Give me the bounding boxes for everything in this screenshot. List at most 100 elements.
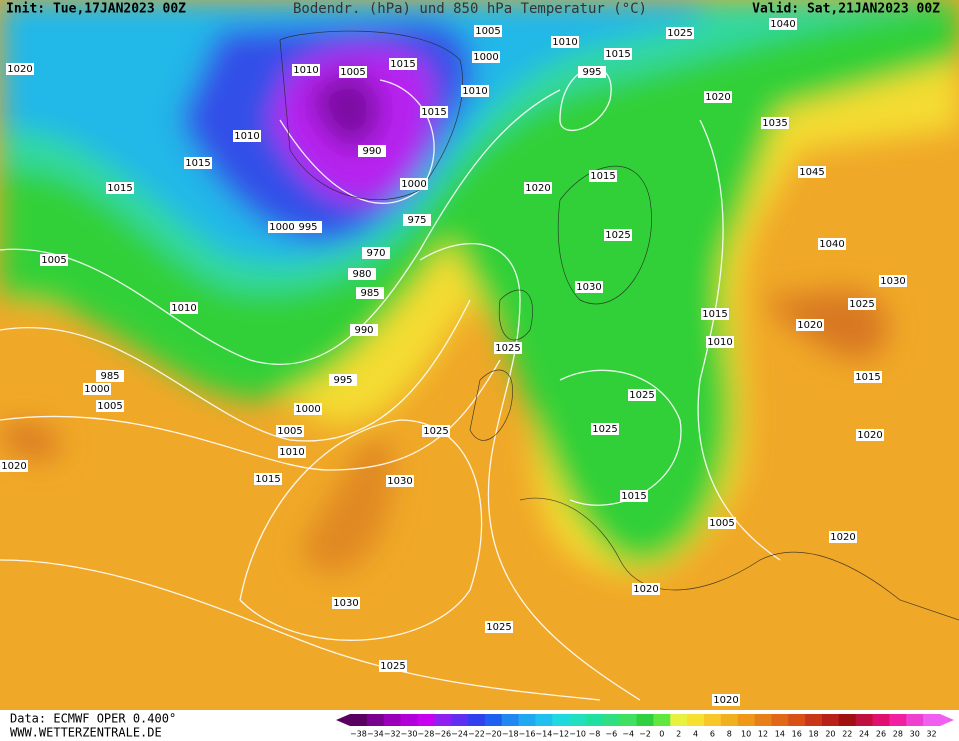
isobar-label-box [332,597,360,609]
colorbar-swatch [704,714,722,726]
isobar-label: 970 [366,248,385,259]
isobar-label-box [389,58,417,70]
isobar-label-box [620,490,648,502]
isobar-label-box [96,370,124,382]
isobar-label-box [472,51,500,63]
isobar-label: 985 [360,288,379,299]
colorbar-label: −32 [384,730,401,739]
isobar-label: 1030 [333,598,358,609]
colorbar-swatch [619,714,638,726]
isobar-label: 1020 [633,584,658,595]
colorbar-swatch [400,714,418,726]
colorbar-label: −10 [569,730,586,739]
isobar-label: 1010 [279,447,304,458]
colorbar-label: 32 [926,730,936,739]
colorbar-label: −30 [401,730,418,739]
colorbar-label: −18 [502,730,519,739]
colorbar-swatch [872,714,890,726]
colorbar-swatch [805,714,823,726]
colorbar-swatch [737,714,756,726]
isobar-label: 1020 [1,461,26,472]
isobar-label: 1025 [495,343,520,354]
isobar-label: 1015 [855,372,880,383]
colorbar-swatch [366,714,385,726]
isobar-label-box [461,85,489,97]
isobar-label-box [769,18,797,30]
isobar-label: 1000 [401,179,426,190]
isobar-label-box [170,302,198,314]
colorbar-label: 12 [758,730,768,739]
colorbar-swatch [484,714,503,726]
isobar-label-box [420,106,448,118]
isobar-label: 1005 [277,426,302,437]
isobar-label-box [591,423,619,435]
isobar-label: 1000 [473,52,498,63]
isobar-label-box [356,287,384,299]
colorbar-swatch [923,714,941,726]
isobar-label-box [329,374,357,386]
colorbar-swatch [838,714,857,726]
colorbar-swatch [822,714,840,726]
isobar-label-box [358,145,386,157]
isobar-label: 1010 [707,337,732,348]
colorbar-swatch [350,714,368,726]
colorbar-swatch [602,714,621,726]
isobar-label: 1005 [709,518,734,529]
isobar-label-box [348,268,376,280]
colorbar-arrow-right [940,714,954,726]
isobar-label: 1005 [340,67,365,78]
isobar-label-box [40,254,68,266]
isobar-label: 1010 [234,131,259,142]
isobar-label: 1015 [590,171,615,182]
isobar-label-box [761,117,789,129]
colorbar-swatch [906,714,924,726]
isobar-label: 1025 [629,390,654,401]
isobar-label-box [632,583,660,595]
colorbar-label: 14 [775,730,785,739]
colorbar-label: 0 [659,730,664,739]
coastlines [279,30,959,621]
isobar-label: 1015 [255,474,280,485]
colorbar-label: −16 [519,730,536,739]
isobar-label-box [96,400,124,412]
isobar-label: 1015 [390,59,415,70]
isobar-label: 1025 [849,299,874,310]
colorbar-label: 26 [876,730,886,739]
colorbar-swatch [468,714,486,726]
isobar-label-box [350,324,378,336]
isobar-label: 1040 [819,239,844,250]
isobar-label: 995 [298,222,317,233]
colorbar-label: −24 [451,730,468,739]
isobar-label: 1020 [705,92,730,103]
isobar-label: 1035 [762,118,787,129]
isobar-label-box [666,27,694,39]
isobar-label: 1000 [269,222,294,233]
isobar-label: 1045 [799,167,824,178]
isobar-label: 1025 [605,230,630,241]
isobar-label: 995 [333,375,352,386]
colorbar: −38 −34 −32 −30 −28 −26 −24 −22 −20 −18 −16 −14 −12−… [336,714,954,739]
isobar-label-box [184,157,212,169]
isobar-label: 1020 [713,695,738,706]
colorbar-swatch [754,714,772,726]
isobar-label: 975 [407,215,426,226]
colorbar-label: 20 [825,730,835,739]
isobar-label: 1025 [423,426,448,437]
isobar-label: 990 [354,325,373,336]
isobar-label: 1020 [525,183,550,194]
isobar-label-box [422,425,450,437]
isobars [0,67,781,701]
colorbar-label: −4 [622,730,634,739]
isobar-label: 1025 [592,424,617,435]
map-title: Bodendr. (hPa) und 850 hPa Temperatur (°… [293,1,647,17]
colorbar-label: 10 [741,730,751,739]
isobar-label-box [798,166,826,178]
isobar-label-box [829,531,857,543]
isobar-label: 1020 [797,320,822,331]
isobar-label: 1005 [41,255,66,266]
isobar-label-box [0,460,28,472]
colorbar-swatch [451,714,469,726]
isobar-label: 1025 [667,28,692,39]
valid-time: Valid: Sat,21JAN2023 00Z [752,2,940,17]
